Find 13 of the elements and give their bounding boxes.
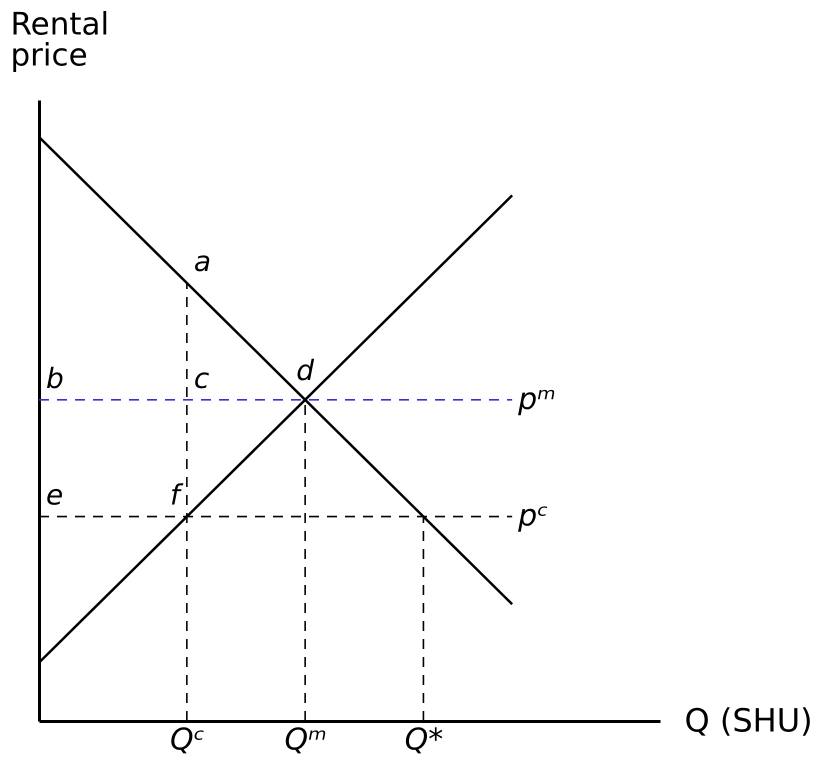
y-axis-title: Rental price — [10, 6, 110, 74]
x-tick-label: Qᶜ — [170, 722, 205, 758]
annotation: f — [170, 478, 184, 512]
x-tick-label: Q* — [404, 722, 444, 758]
annotation: a — [194, 245, 212, 278]
annotation: e — [46, 478, 64, 512]
annotation: b — [46, 362, 64, 395]
annotation: c — [194, 362, 210, 395]
x-axis-title: Q (SHU) — [684, 702, 813, 740]
x-tick-label: Qᵐ — [284, 722, 327, 758]
ref-line-label: pᶜ — [517, 498, 548, 534]
annotation: d — [296, 354, 314, 387]
ref-line-label: pᵐ — [517, 382, 556, 417]
